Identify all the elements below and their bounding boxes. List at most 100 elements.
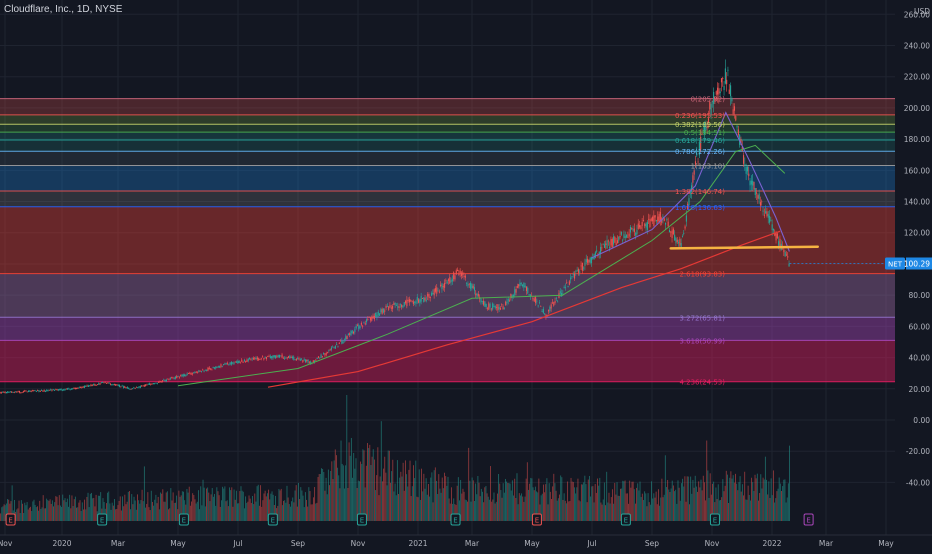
volume-bar: [342, 465, 344, 521]
volume-bar: [28, 507, 30, 521]
candle-body: [199, 370, 201, 372]
candle-body: [421, 298, 424, 299]
volume-bar: [326, 494, 328, 521]
candle-body: [91, 385, 93, 386]
volume-bar: [401, 476, 403, 521]
volume-bar: [484, 487, 486, 521]
volume-bar: [196, 501, 198, 521]
volume-bar: [127, 491, 129, 521]
candle-body: [445, 280, 447, 282]
candle-body: [493, 305, 495, 307]
volume-bar: [387, 450, 389, 521]
volume-bar: [197, 490, 199, 521]
volume-bar: [186, 488, 188, 521]
volume-bar: [170, 488, 172, 521]
volume-bar: [674, 491, 675, 521]
candle-body: [767, 214, 769, 218]
volume-bar: [140, 500, 142, 521]
volume-bar: [254, 493, 256, 521]
volume-bar: [531, 478, 533, 521]
candle-body: [537, 305, 539, 307]
volume-bar: [97, 495, 99, 521]
candle-body: [107, 382, 109, 384]
volume-bar: [728, 502, 730, 521]
currency-label: USD: [914, 7, 930, 16]
volume-bar: [534, 486, 536, 521]
volume-bar: [651, 481, 652, 521]
candle-body: [17, 391, 19, 393]
volume-bar: [415, 460, 417, 521]
volume-bar: [583, 482, 585, 521]
volume-bar: [362, 449, 364, 521]
volume-bar: [150, 490, 152, 521]
price-axis-label: 260.00: [904, 10, 930, 19]
candle-body: [224, 363, 226, 365]
volume-bar: [206, 488, 207, 521]
volume-bar: [5, 503, 7, 521]
candle-body: [453, 272, 455, 280]
volume-bar: [36, 506, 38, 521]
volume-bar: [365, 465, 367, 521]
candle-body: [147, 384, 149, 385]
volume-bar: [532, 487, 534, 521]
candle-body: [697, 161, 699, 163]
volume-bar: [441, 477, 443, 521]
volume-bar: [155, 494, 157, 521]
volume-bar: [609, 503, 611, 521]
candle-body: [366, 319, 368, 323]
candle-body: [276, 356, 278, 358]
volume-bar: [373, 459, 375, 521]
volume-bar: [73, 499, 75, 521]
fib-band: [0, 206, 895, 274]
volume-bar: [109, 503, 111, 521]
volume-bar: [331, 461, 333, 521]
volume-bar: [503, 492, 505, 521]
candle-body: [315, 359, 317, 361]
candle-body: [407, 300, 409, 301]
candle-body: [225, 363, 227, 365]
volume-bar: [74, 496, 76, 521]
volume-bar: [593, 502, 595, 521]
candle-body: [655, 220, 658, 222]
candle-body: [229, 362, 231, 365]
earnings-marker-label: E: [624, 517, 628, 525]
volume-bar: [585, 484, 587, 521]
volume-bar: [312, 497, 314, 521]
fib-label: 0(205.92): [691, 96, 726, 104]
candle-body: [654, 215, 656, 218]
candle-body: [254, 357, 256, 359]
candle-body: [168, 379, 170, 381]
volume-bar: [434, 467, 436, 521]
candle-body: [489, 303, 491, 308]
candle-body: [752, 180, 754, 186]
volume-bar: [133, 496, 135, 521]
moving-averages: [177, 111, 790, 388]
candle-body: [108, 382, 110, 384]
volume-bar: [622, 480, 624, 521]
trendline-group[interactable]: [669, 245, 820, 250]
candle-body: [441, 283, 443, 290]
candle-body: [169, 377, 171, 380]
candle-body: [538, 302, 541, 304]
candle-body: [95, 385, 97, 386]
volume-bar: [119, 496, 121, 521]
volume-bar: [2, 506, 4, 521]
candle-body: [519, 282, 521, 287]
candle-body: [304, 359, 307, 363]
volume-bar: [699, 487, 701, 521]
volume-bar: [78, 502, 80, 521]
candle-body: [529, 294, 531, 297]
candle-body: [39, 391, 41, 392]
candle-body: [142, 385, 144, 387]
volume-bar: [280, 488, 282, 521]
volume-bar: [676, 503, 678, 521]
candle-body: [384, 310, 386, 312]
candle-body: [87, 385, 89, 387]
candle-body: [0, 391, 2, 394]
candle-body: [155, 382, 157, 384]
volume-bar: [338, 475, 340, 521]
time-axis[interactable]: Nov 2020 Mar May Jul Sep Nov 2021 Mar May Jul Sep No…: [0, 534, 932, 550]
